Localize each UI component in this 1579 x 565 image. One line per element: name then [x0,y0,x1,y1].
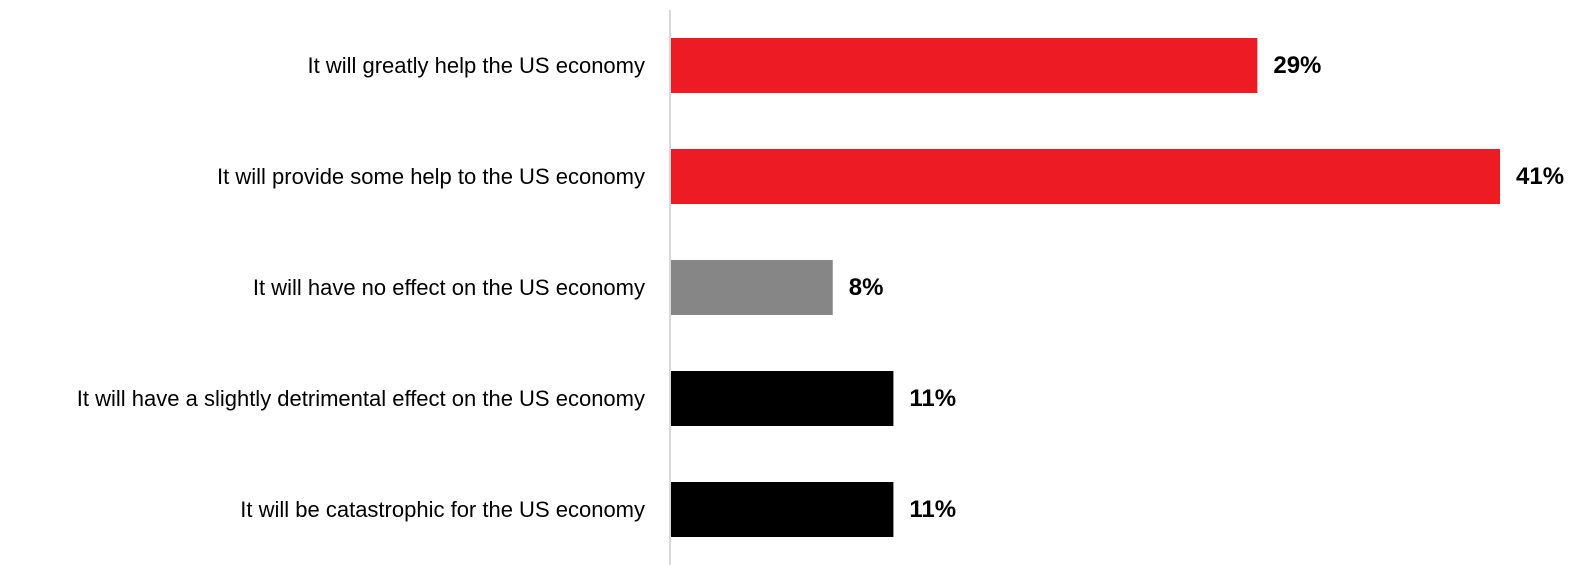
category-label: It will provide some help to the US econ… [217,164,645,189]
bar [671,149,1500,204]
bar [671,38,1257,93]
value-labels-group: 29% 41% 8% 11% 11% [849,52,1564,523]
bar [671,482,893,537]
value-label: 29% [1273,52,1321,79]
value-label: 11% [909,496,956,523]
category-label: It will greatly help the US economy [308,53,646,78]
category-label: It will be catastrophic for the US econo… [240,497,645,522]
bar [671,260,833,315]
value-label: 11% [909,385,956,412]
value-label: 8% [849,274,884,301]
bars-group [671,38,1500,537]
value-label: 41% [1516,163,1564,190]
category-label: It will have no effect on the US economy [253,275,645,300]
category-label: It will have a slightly detrimental effe… [77,386,645,411]
bar [671,371,893,426]
category-labels-group: It will greatly help the US economy It wi… [77,53,645,522]
